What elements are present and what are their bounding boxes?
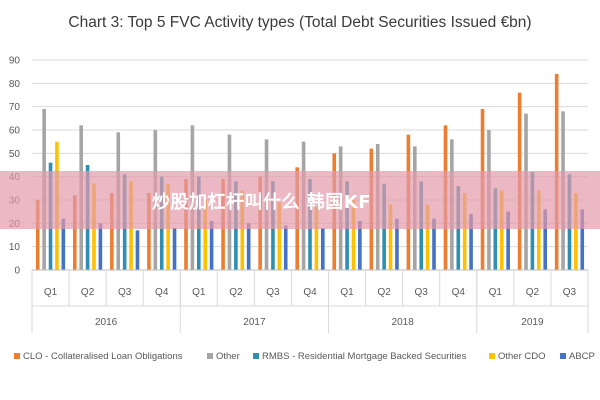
x-tick-label: Q4 xyxy=(155,287,169,298)
bar-abcp xyxy=(543,209,547,270)
legend-label: Other xyxy=(216,351,240,362)
legend-label: Other CDO xyxy=(498,351,546,362)
bar-other-cdo xyxy=(574,193,578,270)
legend-swatch xyxy=(14,353,20,359)
bar-abcp xyxy=(98,223,103,270)
bar-clo-collateralised-loan-obligations xyxy=(110,193,114,270)
x-tick-label: Q3 xyxy=(563,287,577,298)
bar-other-cdo xyxy=(203,200,207,270)
x-tick-label: Q4 xyxy=(303,287,317,298)
legend-label: RMBS - Residential Mortgage Backed Secur… xyxy=(262,351,467,362)
bar-other-cdo xyxy=(499,190,504,270)
bar-abcp xyxy=(135,230,140,270)
bar-abcp xyxy=(61,218,66,270)
bar-abcp xyxy=(358,221,362,270)
year-label: 2019 xyxy=(521,317,544,328)
legend-label: CLO - Collateralised Loan Obligations xyxy=(23,351,183,362)
bar-other-cdo xyxy=(314,207,319,270)
bar-abcp xyxy=(432,218,436,270)
x-tick-label: Q2 xyxy=(377,287,391,298)
overlay-banner-text: 炒股加杠杆叫什么 韩国KF xyxy=(152,192,372,213)
bar-abcp xyxy=(395,218,399,270)
y-tick-label: 50 xyxy=(9,149,21,160)
bar-other-cdo xyxy=(277,202,282,270)
bar-other-cdo xyxy=(425,204,430,270)
y-tick-label: 80 xyxy=(9,79,21,90)
x-tick-label: Q1 xyxy=(489,287,503,298)
legend-label: ABCP xyxy=(569,351,595,362)
bar-abcp xyxy=(209,221,214,270)
x-tick-label: Q3 xyxy=(266,287,280,298)
bar-clo-collateralised-loan-obligations xyxy=(73,195,77,270)
x-tick-label: Q1 xyxy=(340,287,354,298)
legend-swatch xyxy=(207,353,213,359)
bar-abcp xyxy=(283,225,288,270)
bar-other-cdo xyxy=(388,204,393,270)
bar-abcp xyxy=(580,209,585,270)
bar-abcp xyxy=(321,228,325,270)
bar-rmbs-residential-mortgage-backed-securities xyxy=(493,188,498,270)
x-tick-label: Q3 xyxy=(415,287,429,298)
chart-title: Chart 3: Top 5 FVC Activity types (Total… xyxy=(68,14,532,31)
overlay-banner xyxy=(0,171,600,229)
x-tick-label: Q3 xyxy=(118,287,132,298)
legend-swatch xyxy=(560,353,566,359)
y-tick-label: 90 xyxy=(9,56,21,67)
bar-other-cdo xyxy=(537,190,541,270)
bar-clo-collateralised-loan-obligations xyxy=(147,193,151,270)
bar-clo-collateralised-loan-obligations xyxy=(35,200,40,270)
bar-other-cdo xyxy=(351,200,356,270)
bar-abcp xyxy=(246,223,251,270)
legend-swatch xyxy=(253,353,259,359)
bar-other-cdo xyxy=(462,193,467,270)
x-tick-label: Q2 xyxy=(81,287,95,298)
y-tick-label: 0 xyxy=(14,266,20,277)
bar-abcp xyxy=(469,214,473,270)
y-tick-label: 10 xyxy=(9,242,21,253)
y-tick-label: 60 xyxy=(9,126,21,137)
year-label: 2018 xyxy=(392,317,415,328)
legend-swatch xyxy=(489,353,495,359)
bar-abcp xyxy=(506,211,510,270)
year-label: 2016 xyxy=(95,317,118,328)
bar-other-cdo xyxy=(240,190,245,270)
bar-abcp xyxy=(172,228,177,270)
x-tick-label: Q2 xyxy=(229,287,243,298)
year-label: 2017 xyxy=(243,317,266,328)
y-tick-label: 70 xyxy=(9,102,21,113)
x-tick-label: Q4 xyxy=(452,287,466,298)
x-tick-label: Q1 xyxy=(44,287,58,298)
x-tick-label: Q2 xyxy=(526,287,540,298)
x-tick-label: Q1 xyxy=(192,287,206,298)
